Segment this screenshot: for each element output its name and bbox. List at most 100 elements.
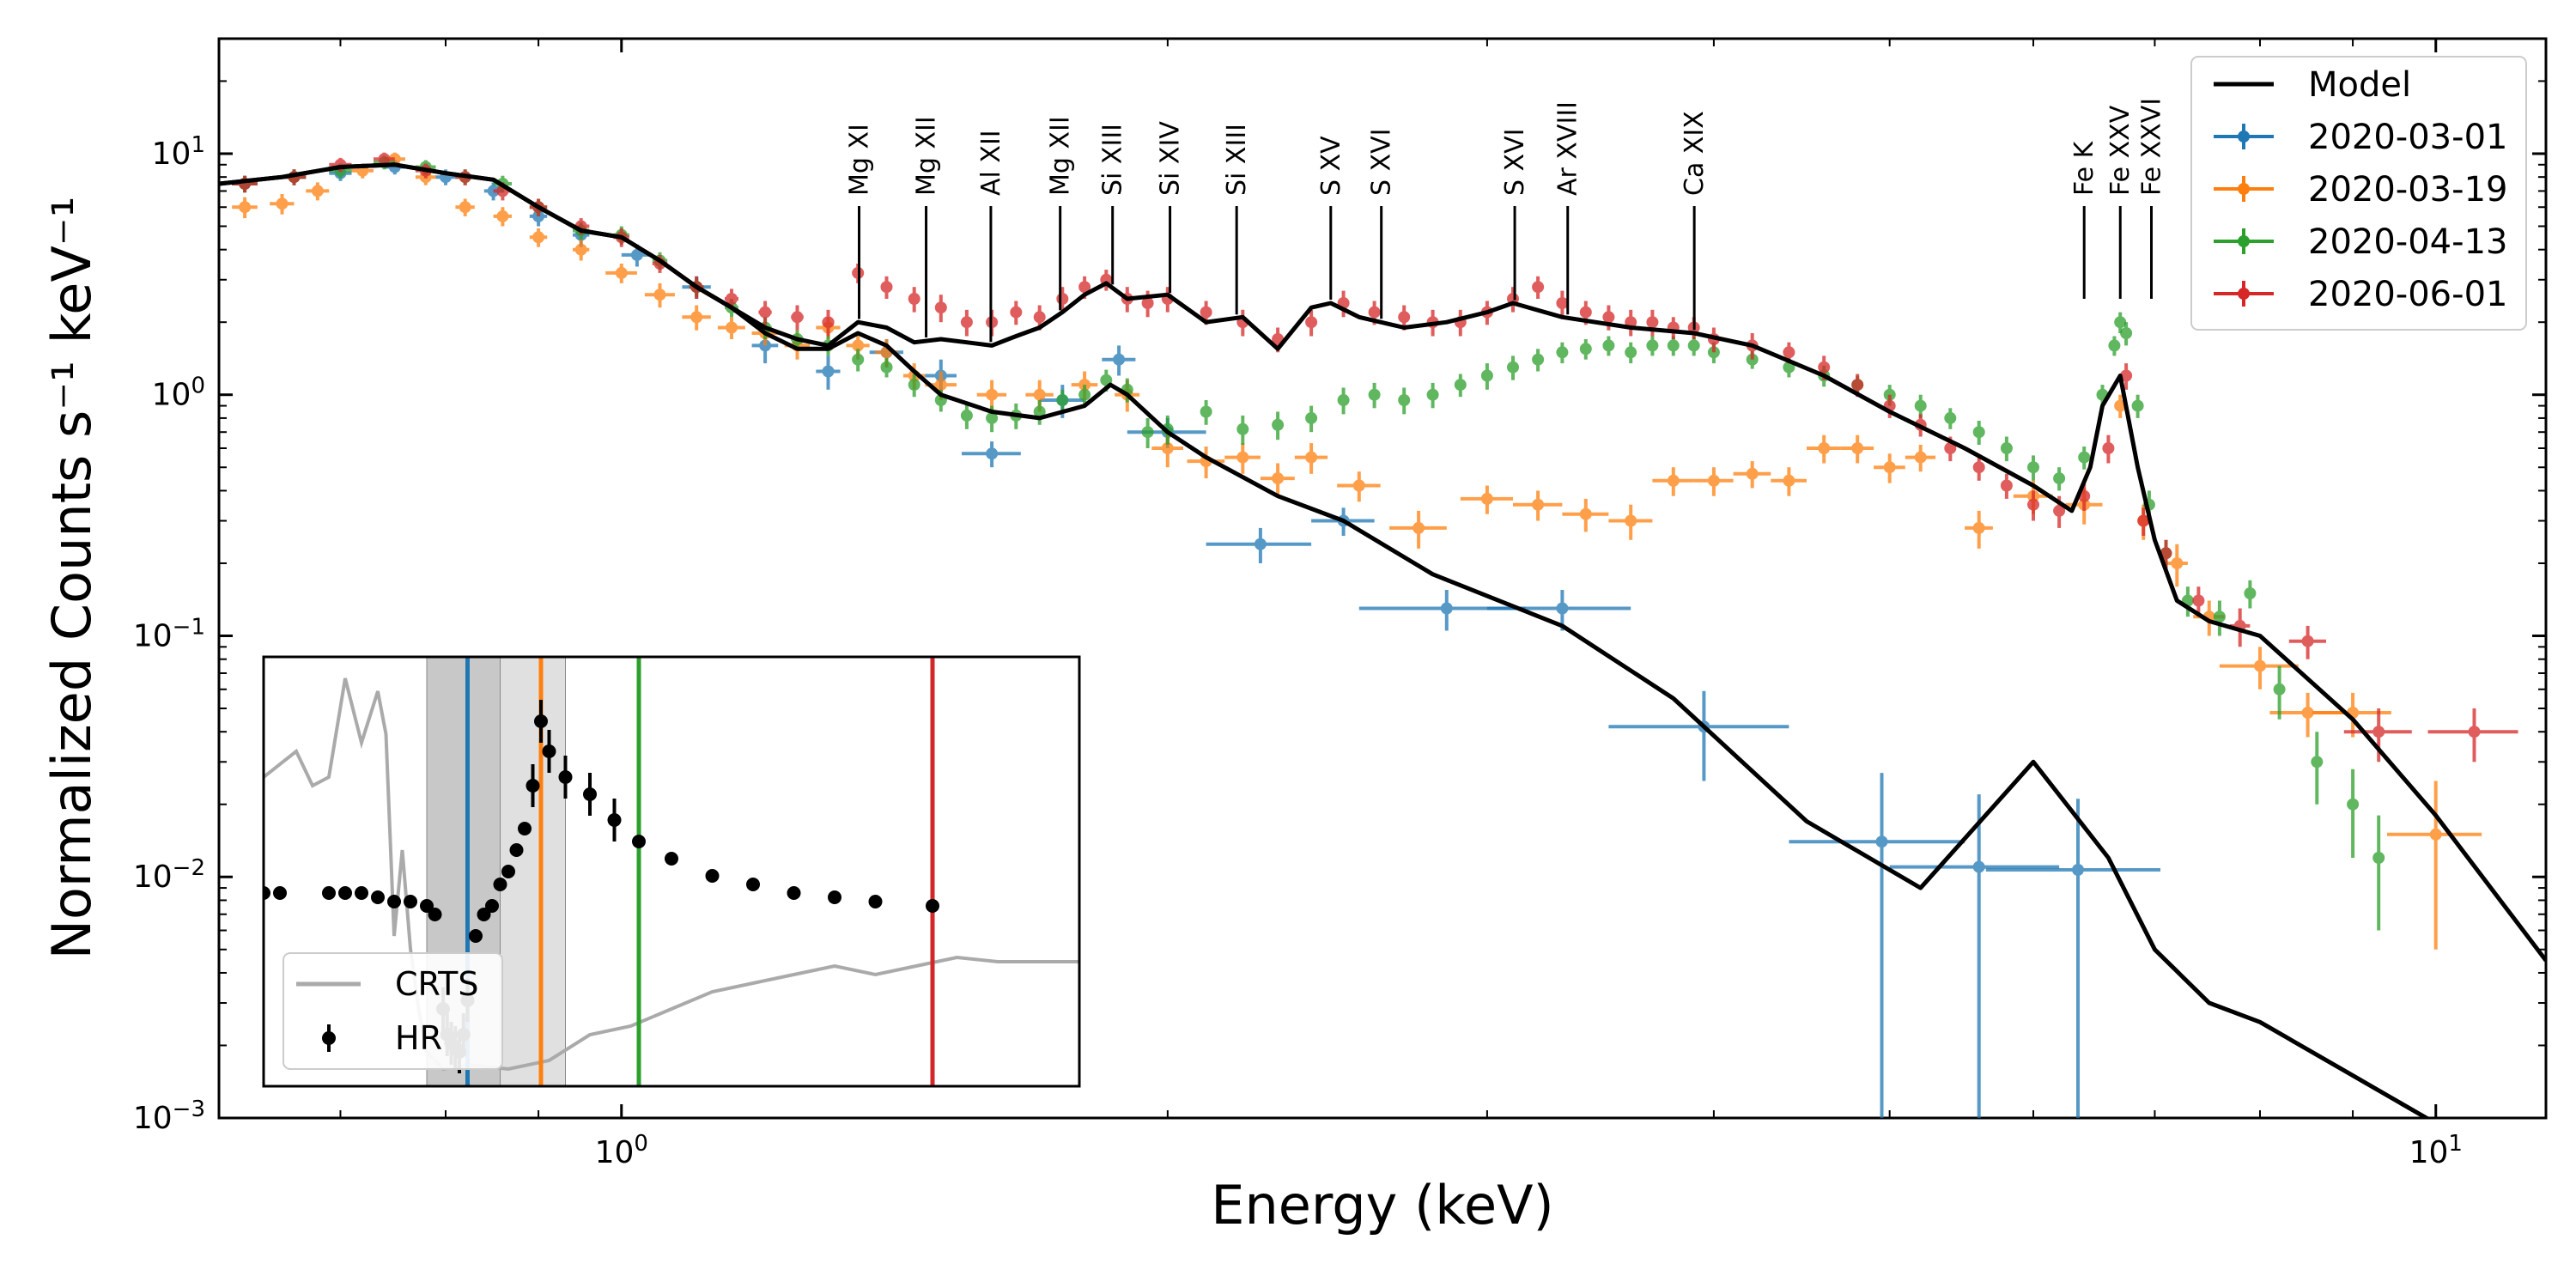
marker [1646,339,1659,352]
data-point-2020-06-01 [934,295,947,323]
hr-point [355,886,368,900]
y-tick-label: 101 [152,132,205,172]
data-point-2020-03-19 [1513,490,1563,521]
marker [1078,388,1091,401]
marker [615,266,628,279]
marker [1579,507,1592,520]
data-point-2020-04-13 [1972,421,1985,445]
annotation-label: Ca XIX [1680,111,1710,196]
marker [1161,442,1174,454]
marker [1602,311,1615,324]
annotation-si-xiii: Si XIII [1098,124,1128,285]
marker [1078,281,1091,294]
data-point-2020-03-19 [605,264,637,283]
marker [1010,306,1023,319]
data-point-2020-04-13 [880,358,893,378]
hr-point [387,895,401,908]
data-point-2020-03-19 [573,240,590,261]
marker [986,447,999,460]
annotation-al-xii: Al XII [976,130,1006,343]
data-point-2020-04-13 [852,349,865,372]
hr-point [485,899,499,913]
marker [653,289,666,301]
marker [1972,860,1985,873]
data-point-2020-04-13 [2131,394,2144,418]
inset-legend-hr-label: HR [395,1019,442,1057]
data-point-2020-03-19 [2219,647,2299,690]
marker [1532,498,1545,511]
legend-series-4-label: 2020-06-01 [2308,275,2507,314]
marker [880,281,893,294]
marker [986,411,999,424]
data-point-2020-04-13 [2053,467,2066,491]
marker [822,365,835,378]
marker [1556,346,1569,359]
data-point-2020-06-01 [908,287,920,313]
data-point-2020-03-19 [644,283,675,308]
marker [2273,683,2286,696]
marker [1972,461,1985,474]
data-point-2020-04-13 [2273,665,2286,720]
data-point-2020-03-01 [1789,773,1965,1118]
hr-point [264,886,270,900]
marker [2372,726,2385,738]
data-point-2020-04-13 [2114,312,2127,333]
hr-point [632,835,646,848]
marker [2078,451,2091,464]
hr-point [705,869,720,883]
data-point-2020-04-13 [1056,389,1069,412]
data-point-2020-04-13 [1454,374,1467,398]
marker [2171,557,2184,569]
annotation-ca-xix: Ca XIX [1680,111,1710,331]
marker [2114,316,2127,329]
annotation-fe-k: Fe K [2069,140,2099,299]
data-point-2020-04-13 [960,403,973,429]
marker [2244,587,2257,599]
marker [1579,306,1592,319]
annotation-mg-xi: Mg XI [845,124,875,319]
marker [1579,343,1592,355]
x-tick-label: 100 [595,1131,648,1170]
data-point-2020-03-19 [270,194,295,215]
marker [1944,411,1957,424]
marker [852,339,865,352]
data-point-2020-04-13 [1579,339,1592,360]
data-point-2020-03-19 [1562,498,1609,532]
main-plot-ticks: 10−3 10−2 10−1 100 101 100 101 [133,38,2546,1170]
marker [1254,538,1267,550]
data-point-2020-03-19 [2387,781,2482,950]
marker [1368,306,1381,319]
data-point-2020-03-19 [1389,510,1447,549]
marker [1113,353,1126,366]
marker [1646,316,1659,329]
data-point-2020-06-01 [791,305,804,331]
data-point-2020-04-13 [2347,769,2360,858]
legend-series-1-label: 2020-03-01 [2308,118,2507,157]
inset-legend-hr-swatch [322,1024,336,1052]
inset-legend: CRTS HR [283,952,503,1070]
marker [880,361,893,374]
y-tick-label: 10−3 [133,1097,205,1136]
data-point-2020-03-19 [1608,504,1653,540]
marker [2429,828,2442,841]
marker [276,197,289,210]
data-point-2020-03-19 [493,207,512,227]
hr-point [746,878,760,891]
marker [986,388,999,401]
marker [1625,514,1637,527]
data-point-2020-06-01 [1556,290,1569,318]
marker [378,153,391,166]
data-point-2020-04-13 [1646,336,1659,356]
data-point-2020-03-19 [1965,510,1993,549]
marker [1783,346,1795,359]
marker [690,311,703,324]
marker [1337,394,1350,406]
marker [1783,474,1795,487]
marker [791,311,804,324]
main-legend: Model 2020-03-01 2020-03-19 2020-04-13 2… [2190,56,2527,331]
marker [1440,602,1453,615]
data-point-2020-04-13 [1272,411,1285,440]
legend-series-1-swatch [2214,124,2274,149]
marker [1746,467,1759,480]
